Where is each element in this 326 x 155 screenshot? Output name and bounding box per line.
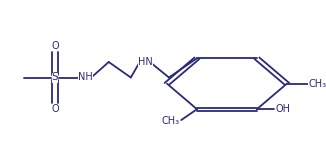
Text: CH₃: CH₃: [162, 116, 180, 126]
Text: O: O: [51, 42, 59, 51]
Text: HN: HN: [138, 57, 153, 67]
Text: O: O: [51, 104, 59, 113]
Text: CH₃: CH₃: [308, 79, 326, 89]
Text: S: S: [52, 73, 58, 82]
Text: NH: NH: [78, 73, 93, 82]
Text: OH: OH: [275, 104, 290, 114]
